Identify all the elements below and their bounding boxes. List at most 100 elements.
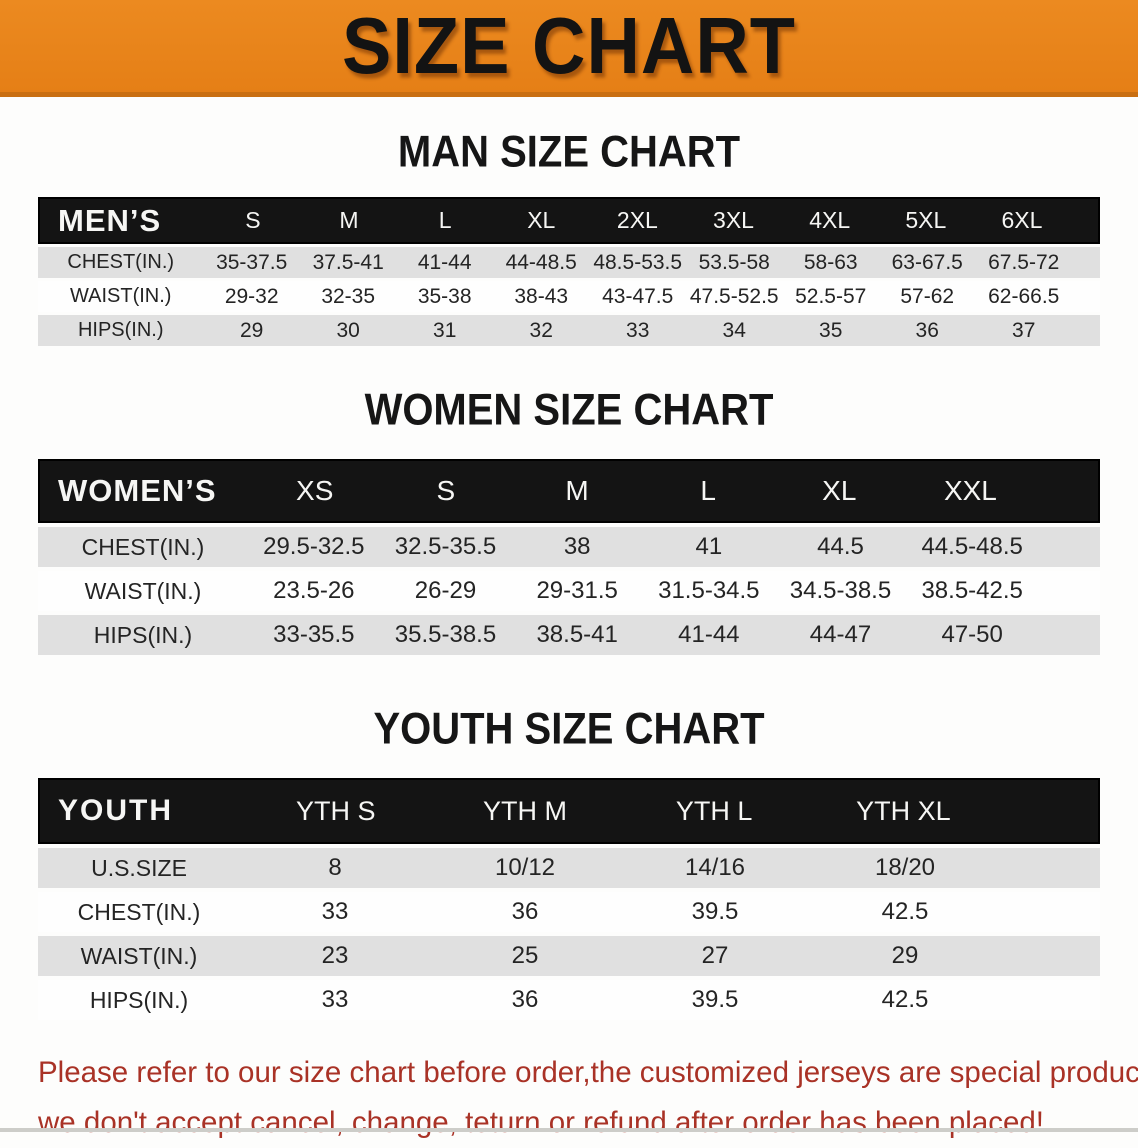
men-size-table: MEN’S S M L XL 2XL 3XL 4XL 5XL 6XL CHEST(IN.) 35-37… [38,197,1100,346]
cell-value: 41 [695,533,723,560]
cell-value: 29.5-32.5 [263,533,365,560]
cell-value: 8 [328,854,342,881]
cell-value: 58-63 [803,250,858,274]
table-row: CHEST(IN.) 29.5-32.5 32.5-35.5 38 41 44.5 44.5… [38,527,1100,567]
row-label: WAIST(IN.) [84,577,202,604]
cell-value: 35-37.5 [216,250,288,274]
cell-value: 29 [240,318,264,342]
size-column-header: M [339,207,359,233]
table-header-label: WOMEN’S [58,473,217,508]
table-header-label: MEN’S [58,202,162,238]
cell-value: 23 [321,942,349,969]
youth-section-heading: YOUTH SIZE CHART [373,704,765,754]
notice-line-1: Please refer to our size chart before or… [38,1056,1138,1089]
size-column-header: XL [822,475,857,506]
row-label: CHEST(IN.) [67,251,175,273]
cell-value: 34 [722,318,746,342]
size-column-header: 3XL [713,207,754,233]
size-column-header: S [245,207,261,233]
cell-value: 67.5-72 [988,250,1060,274]
women-section-heading: WOMEN SIZE CHART [364,385,774,435]
cell-value: 25 [511,942,539,969]
cell-value: 36 [915,318,939,342]
size-column-header: 6XL [1001,207,1043,233]
banner-title: SIZE CHART [342,0,796,91]
cell-value: 39.5 [691,986,739,1013]
table-header-label: YOUTH [58,794,173,827]
size-column-header: 2XL [616,207,658,233]
table-row: WAIST(IN.) 23 25 27 29 [38,936,1100,976]
table-row: U.S.SIZE 8 10/12 14/16 18/20 [38,848,1100,888]
cell-value: 32 [529,318,553,342]
cell-value: 37 [1012,318,1036,342]
size-column-header: YTH XL [856,795,951,826]
row-label: HIPS(IN.) [77,319,164,341]
size-column-header: M [565,475,589,506]
cell-value: 29-31.5 [536,577,618,604]
cell-value: 33 [321,986,349,1013]
cell-value: 33-35.5 [273,621,355,648]
order-notice: Please refer to our size chart before or… [38,1048,1138,1148]
table-header-row: YOUTH YTH S YTH M YTH L YTH XL [38,778,1100,844]
size-column-header: XL [527,207,556,233]
cell-value: 47.5-52.5 [689,284,779,308]
cell-value: 47-50 [941,621,1003,648]
cell-value: 63-67.5 [891,250,963,274]
men-section-heading: MAN SIZE CHART [397,127,741,177]
cell-value: 41-44 [417,250,472,274]
cell-value: 23.5-26 [273,577,355,604]
cell-value: 32-35 [321,284,376,308]
cell-value: 35.5-38.5 [394,621,497,648]
table-row: HIPS(IN.) 33 36 39.5 42.5 [38,980,1100,1020]
women-section: WOMEN SIZE CHART WOMEN’S XS S M L XL XXL CHEST(… [0,385,1138,655]
cell-value: 34.5-38.5 [789,577,892,604]
cell-value: 38 [563,533,591,560]
cell-value: 52.5-57 [795,284,867,308]
cell-value: 35 [819,318,843,342]
cell-value: 44.5-48.5 [921,533,1023,560]
youth-section: YOUTH SIZE CHART YOUTH YTH S YTH M YTH L YTH… [0,704,1138,1020]
row-label: HIPS(IN.) [93,621,193,648]
row-label: WAIST(IN.) [80,942,198,969]
cell-value: 10/12 [494,854,556,881]
size-column-header: L [700,475,716,506]
cell-value: 44-48.5 [505,250,577,274]
cell-value: 14/16 [684,854,746,881]
table-row: HIPS(IN.) 29 30 31 32 33 34 35 36 37 [38,315,1100,346]
cell-value: 29-32 [224,284,279,308]
cell-value: 33 [626,318,650,342]
cell-value: 37.5-41 [312,250,384,274]
cell-value: 18/20 [874,854,936,881]
cell-value: 31.5-34.5 [658,577,760,604]
cell-value: 36 [511,898,539,925]
notice-line-2: we don't accept cancel, change, teturn o… [38,1106,1044,1140]
table-row: HIPS(IN.) 33-35.5 35.5-38.5 38.5-41 41-44 44-… [38,615,1100,655]
cell-value: 43-47.5 [602,284,674,308]
cell-value: 62-66.5 [988,284,1060,308]
cell-value: 35-38 [417,284,472,308]
cell-value: 57-62 [900,284,955,308]
cell-value: 44.5 [817,533,864,560]
cell-value: 38-43 [514,284,569,308]
size-column-header: 5XL [905,207,947,233]
women-size-table: WOMEN’S XS S M L XL XXL CHEST(IN.) 29.5-32.5 32.5… [38,459,1100,655]
size-column-header: XXL [943,475,997,506]
table-row: WAIST(IN.) 29-32 32-35 35-38 38-43 43-47.5 47.… [38,281,1100,312]
table-header-row: WOMEN’S XS S M L XL XXL [38,459,1100,523]
size-column-header: YTH S [296,795,376,826]
cell-value: 38.5-41 [536,621,618,648]
cell-value: 44-47 [809,621,872,648]
row-label: WAIST(IN.) [69,285,172,307]
row-label: HIPS(IN.) [89,986,189,1013]
men-section: MAN SIZE CHART MEN’S S M L XL 2XL 3XL 4XL 5XL 6XL… [0,127,1138,346]
youth-size-table: YOUTH YTH S YTH M YTH L YTH XL U.S.SIZE 8 10/12… [38,778,1100,1020]
cell-value: 38.5-42.5 [921,577,1023,604]
size-column-header: S [436,475,456,506]
row-label: U.S.SIZE [91,854,187,881]
row-label: CHEST(IN.) [77,898,201,925]
cell-value: 33 [321,898,349,925]
cell-value: 41-44 [678,621,740,648]
cell-value: 32.5-35.5 [394,533,497,560]
cell-value: 39.5 [691,898,739,925]
